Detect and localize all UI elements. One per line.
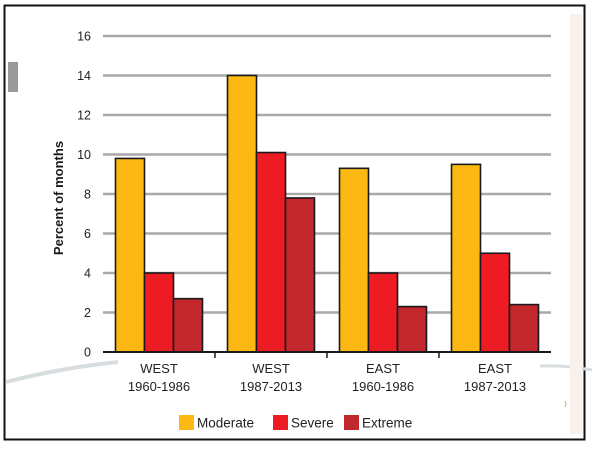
legend-swatch-moderate xyxy=(179,415,194,430)
legend-label-severe: Severe xyxy=(291,416,334,431)
y-tick-label: 6 xyxy=(84,227,91,241)
bar-moderate xyxy=(450,163,482,353)
y-tick-label: 12 xyxy=(77,109,91,123)
legend-label-extreme: Extreme xyxy=(362,416,412,431)
bar-severe xyxy=(367,272,399,353)
y-tick-label: 10 xyxy=(77,148,91,162)
y-tick-label: 2 xyxy=(84,306,91,320)
decorative-gray-block xyxy=(8,62,18,92)
y-tick-label: 4 xyxy=(84,267,91,281)
x-category-label: WEST xyxy=(252,361,290,376)
axis-layer: 0 2 4 6 8 10 12 14 16 WEST 1960-1986 WEST 1987-2013 E… xyxy=(77,30,551,394)
decorative-swoosh xyxy=(5,360,119,384)
x-category-label: EAST xyxy=(478,361,512,376)
x-category-sublabel: 1960-1986 xyxy=(128,379,190,394)
legend: Moderate Severe Extreme xyxy=(179,415,412,431)
x-category-label: EAST xyxy=(366,361,400,376)
bar-moderate xyxy=(226,74,258,353)
decorative-swoosh-right xyxy=(539,364,593,372)
x-category-sublabel: 1987-2013 xyxy=(464,379,526,394)
bar-severe xyxy=(479,252,511,353)
y-tick-label: 16 xyxy=(77,30,91,44)
y-tick-label: 14 xyxy=(77,69,91,83)
decorative-orange-mark: ⁾ xyxy=(564,399,567,413)
legend-swatch-severe xyxy=(273,415,288,430)
decorative-side-panel xyxy=(570,14,582,434)
x-category-sublabel: 1987-2013 xyxy=(240,379,302,394)
x-category-sublabel: 1960-1986 xyxy=(352,379,414,394)
legend-swatch-extreme xyxy=(344,415,359,430)
y-axis-label: Percent of months xyxy=(51,141,66,255)
x-category-label: WEST xyxy=(140,361,178,376)
legend-label-moderate: Moderate xyxy=(197,416,254,431)
bar-moderate xyxy=(114,157,146,353)
bar-extreme xyxy=(172,297,204,353)
bar-severe xyxy=(255,151,287,353)
bar-extreme xyxy=(396,305,428,353)
bar-severe xyxy=(143,272,175,353)
bar-extreme xyxy=(508,303,540,353)
y-tick-label: 8 xyxy=(84,188,91,202)
y-tick-label: 0 xyxy=(84,346,91,360)
bar-moderate xyxy=(338,167,370,353)
bar-extreme xyxy=(284,197,316,353)
